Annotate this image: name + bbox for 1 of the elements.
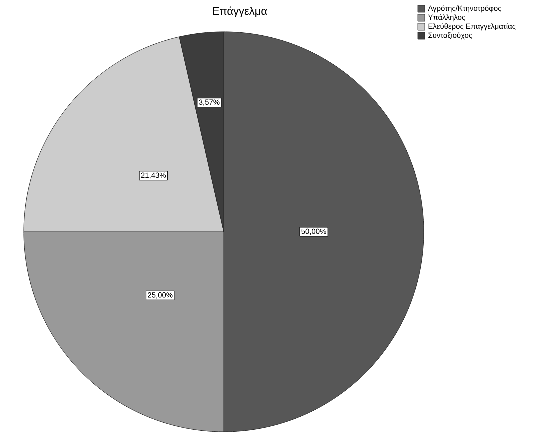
chart-title: Επάγγελμα xyxy=(213,6,268,18)
